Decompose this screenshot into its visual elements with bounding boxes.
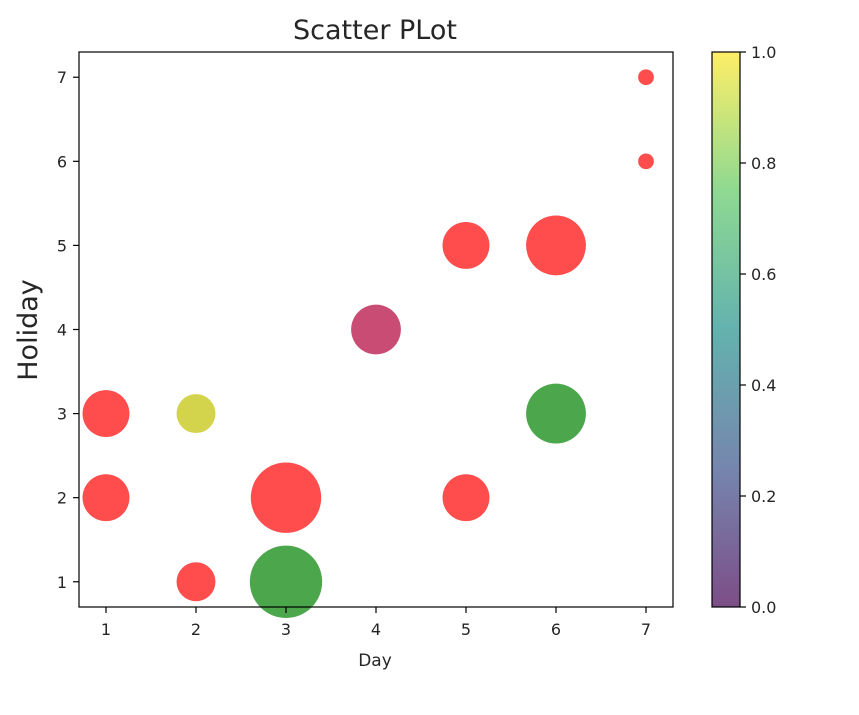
y-tick-label: 6 xyxy=(57,152,67,171)
scatter-point xyxy=(442,474,490,522)
scatter-point xyxy=(638,153,654,170)
axes-layer: 1 2 3 4 5 6 7 1 2 3 4 5 6 7 xyxy=(57,51,674,639)
scatter-point xyxy=(351,304,401,355)
colorbar: 0.0 0.2 0.4 0.6 0.8 1.0 xyxy=(711,43,776,617)
scatter-point xyxy=(442,221,490,269)
y-tick-label: 4 xyxy=(57,321,67,340)
x-tick-label: 5 xyxy=(461,620,471,639)
colorbar-tick-label: 0.4 xyxy=(751,376,776,395)
y-axis-label: Holiday xyxy=(13,279,44,381)
scatter-point xyxy=(176,394,216,434)
y-tick-label: 2 xyxy=(57,489,67,508)
scatter-point xyxy=(638,69,654,86)
colorbar-gradient xyxy=(712,52,740,607)
scatter-point xyxy=(82,390,130,438)
colorbar-tick-label: 0.0 xyxy=(751,598,776,617)
colorbar-tick-label: 0.6 xyxy=(751,265,776,284)
x-tick-label: 4 xyxy=(371,620,381,639)
colorbar-tick-label: 0.8 xyxy=(751,154,776,173)
y-tick-label: 1 xyxy=(57,573,67,592)
y-tick-label: 7 xyxy=(57,68,67,87)
chart-title: Scatter PLot xyxy=(293,15,457,46)
scatter-point xyxy=(526,215,586,276)
x-tick-label: 6 xyxy=(551,620,561,639)
scatter-point xyxy=(249,545,323,618)
scatter-point xyxy=(526,383,586,444)
x-tick-label: 1 xyxy=(101,620,111,639)
x-tick-label: 3 xyxy=(281,620,291,639)
x-tick-label: 7 xyxy=(641,620,651,639)
colorbar-tick-label: 0.2 xyxy=(751,487,776,506)
x-tick-label: 2 xyxy=(191,620,201,639)
scatter-point xyxy=(176,562,216,602)
x-axis-label: Day xyxy=(358,651,392,671)
y-tick-label: 3 xyxy=(57,405,67,424)
colorbar-frame xyxy=(711,51,741,608)
colorbar-tick-label: 1.0 xyxy=(751,43,776,62)
points-layer xyxy=(82,69,654,618)
scatter-point xyxy=(250,462,322,533)
y-tick-label: 5 xyxy=(57,236,67,255)
scatter-point xyxy=(82,474,130,522)
